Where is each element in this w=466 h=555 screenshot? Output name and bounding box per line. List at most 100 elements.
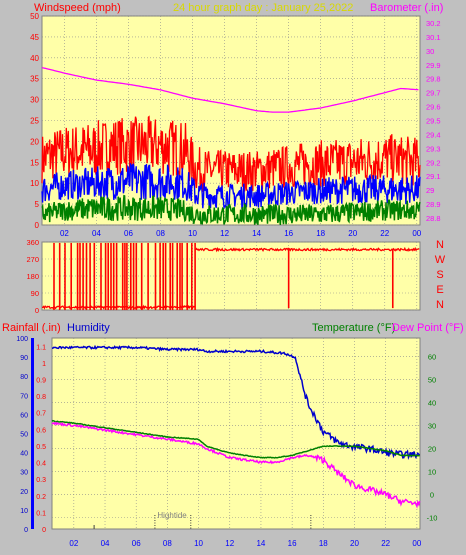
temperature-y-tick-label: 10 [428, 467, 436, 476]
dewpoint-line [51, 421, 421, 509]
wind-y-tick-label: 5 [35, 200, 40, 209]
wind-y-tick-label: 35 [30, 75, 39, 84]
temperature-humidity-chart: 0 0.1 0.2 0.3 0.4 0.5 0.6 0.7 0.8 0.9 1 1.1 0 10 20 30… [16, 336, 437, 548]
barometer-y-tick-label: 29.5 [426, 117, 441, 126]
direction-series [42, 242, 420, 311]
wind-x-tick-label: 04 [92, 229, 101, 238]
direction-spike [76, 242, 79, 311]
barometer-y-tick-label: 30 [426, 47, 434, 56]
humidity-y-ticks: 0 10 20 30 40 50 60 70 80 90 100 [16, 336, 28, 534]
direction-spike [104, 242, 107, 311]
direction-y-tick-label: 0 [35, 306, 39, 315]
wind-low-line [41, 194, 421, 226]
wind-y-tick-label: 30 [30, 96, 39, 105]
temperature-y-tick-label: 40 [428, 398, 436, 407]
direction-spike [53, 242, 55, 311]
temperature-series [51, 344, 421, 509]
direction-y-tick-label: 90 [31, 289, 39, 298]
rainfall-y-tick-label: 0.4 [36, 461, 46, 468]
wind-x-tick-label: 06 [124, 229, 133, 238]
humidity-y-tick-label: 100 [16, 336, 28, 343]
wind-y-tick-label: 20 [30, 137, 39, 146]
temperature-y-tick-label: 20 [428, 444, 436, 453]
direction-spike [124, 242, 126, 311]
direction-spike [100, 242, 102, 311]
direction-spike [70, 242, 72, 311]
temperature-x-tick-label: 00 [412, 539, 421, 548]
temperature-x-tick-label: 02 [69, 539, 78, 548]
direction-spike [171, 242, 174, 311]
humidity-y-tick-label: 80 [20, 374, 28, 381]
compass-label: N [436, 239, 444, 251]
rainfall-y-tick-label: 0.6 [36, 427, 46, 434]
direction-spike [58, 242, 61, 311]
rainfall-y-tick-label: 0.9 [36, 378, 46, 385]
direction-high-line [195, 246, 420, 253]
humidity-axis-label: Humidity [67, 322, 110, 334]
temperature-plot-area [51, 337, 421, 530]
barometer-y-tick-label: 28.9 [426, 200, 441, 209]
wind-x-tick-label: 20 [348, 229, 357, 238]
temperature-axis-label: Temperature (°F) [312, 322, 395, 334]
compass-label: S [436, 269, 443, 281]
barometer-y-ticks: 28.8 28.9 29 29.1 29.2 29.3 29.4 29.5 29.6 29.7 29… [426, 19, 441, 223]
temperature-x-tick-label: 16 [288, 539, 297, 548]
direction-spike [115, 242, 118, 311]
barometer-y-tick-label: 29.7 [426, 89, 441, 98]
direction-spike [181, 242, 183, 311]
humidity-y-tick-label: 30 [20, 470, 28, 477]
temperature-y-ticks: -10 0 10 20 30 40 50 60 [427, 352, 438, 522]
wind-y-tick-label: 25 [30, 117, 39, 126]
temperature-x-tick-label: 08 [163, 539, 172, 548]
humidity-y-tick-label: 90 [20, 355, 28, 362]
humidity-y-tick-label: 40 [20, 451, 28, 458]
wind-series [41, 66, 421, 226]
wind-y-tick-label: 45 [30, 33, 39, 42]
direction-spike [147, 242, 149, 311]
direction-spike [93, 242, 96, 311]
direction-spike [126, 242, 128, 311]
rainfall-y-tick-label: 0.5 [36, 444, 46, 451]
rainfall-y-tick-label: 0.8 [36, 394, 46, 401]
wind-x-tick-label: 08 [156, 229, 165, 238]
direction-spike [112, 242, 115, 311]
direction-spike [79, 242, 81, 311]
rainfall-y-tick-label: 1 [42, 361, 46, 368]
wind-y-tick-label: 0 [35, 221, 40, 230]
compass-label: N [436, 299, 444, 311]
barometer-y-tick-label: 30.1 [426, 33, 441, 42]
direction-spike [64, 242, 66, 311]
temperature-x-ticks: 02 04 06 08 10 12 14 16 18 20 22 00 [69, 539, 422, 548]
humidity-y-tick-label: 60 [20, 412, 28, 419]
direction-y-tick-label: 360 [26, 238, 39, 247]
rainfall-y-tick-label: 0 [42, 527, 46, 534]
humidity-y-tick-label: 50 [20, 432, 28, 439]
direction-y-tick-label: 180 [26, 272, 39, 281]
wind-x-ticks: 02 04 06 08 10 12 14 16 18 20 22 00 [60, 229, 422, 238]
wind-y-tick-label: 15 [30, 158, 39, 167]
barometer-y-tick-label: 29.6 [426, 103, 441, 112]
wind-x-tick-label: 14 [252, 229, 261, 238]
wind-x-tick-label: 22 [380, 229, 389, 238]
humidity-y-tick-label: 0 [24, 527, 28, 534]
rainfall-y-ticks: 0 0.1 0.2 0.3 0.4 0.5 0.6 0.7 0.8 0.9 1 1.1 [36, 344, 46, 534]
direction-spike [191, 242, 193, 311]
barometer-y-tick-label: 29.3 [426, 144, 441, 153]
temperature-y-tick-label: 60 [428, 352, 436, 361]
barometer-y-tick-label: 29.2 [426, 158, 441, 167]
wind-y-tick-label: 10 [30, 179, 39, 188]
wind-y-tick-label: 40 [30, 54, 39, 63]
dewpoint-axis-label: Dew Point (°F) [392, 322, 464, 334]
direction-spike [176, 242, 178, 311]
barometer-axis-label: Barometer (.in) [370, 2, 443, 14]
temperature-line [51, 419, 420, 459]
direction-spike [194, 242, 196, 311]
barometer-y-tick-label: 29.8 [426, 75, 441, 84]
temperature-y-tick-label: 0 [430, 490, 434, 499]
rainfall-y-tick-label: 0.3 [36, 477, 46, 484]
temperature-y-tick-label: 50 [428, 375, 436, 384]
compass-label: W [435, 254, 446, 266]
rainfall-y-tick-label: 0.2 [36, 494, 46, 501]
